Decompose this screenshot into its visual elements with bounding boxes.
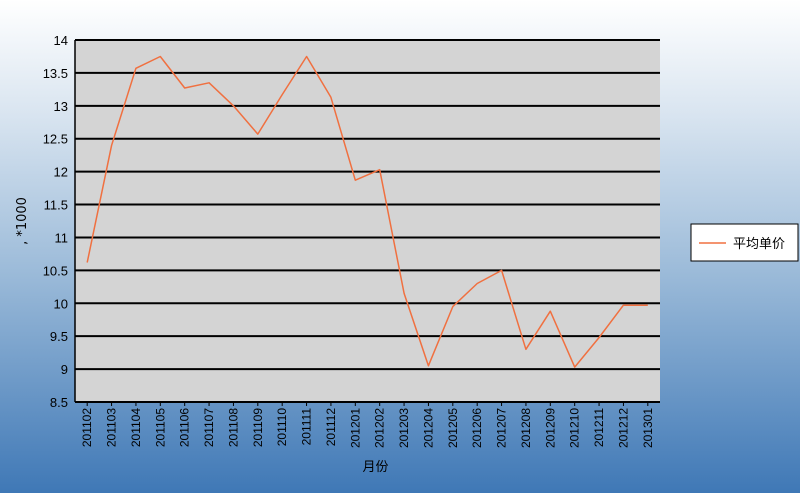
data-point bbox=[134, 67, 137, 70]
data-point bbox=[86, 261, 89, 264]
series-layer bbox=[86, 55, 649, 369]
y-tick-label: 9 bbox=[61, 362, 68, 377]
data-point bbox=[622, 304, 625, 307]
x-tick-label: 201108 bbox=[226, 408, 240, 447]
y-tick-label: 9.5 bbox=[50, 329, 68, 344]
x-tick-label: 201211 bbox=[592, 408, 606, 447]
data-point bbox=[110, 144, 113, 147]
x-tick-label: 201201 bbox=[348, 408, 362, 448]
data-point bbox=[524, 348, 527, 351]
x-tick-label: 201212 bbox=[616, 408, 630, 448]
y-tick-label: 10.5 bbox=[43, 263, 68, 278]
x-tick-label: 201105 bbox=[153, 408, 167, 447]
y-tick-label: 14 bbox=[54, 33, 68, 48]
x-tick-label: 201207 bbox=[495, 408, 509, 448]
x-tick-label: 201104 bbox=[129, 408, 143, 447]
y-axis-ticks: 8.5 9 9.5 10 10.5 11 11.5 12 12.5 13 13.5 14 bbox=[43, 33, 68, 410]
data-point bbox=[256, 133, 259, 136]
x-tick-label: 201208 bbox=[519, 408, 533, 448]
data-point bbox=[208, 81, 211, 84]
data-point bbox=[500, 269, 503, 272]
x-tick-label: 201204 bbox=[421, 408, 435, 448]
x-tick-label: 201103 bbox=[105, 408, 119, 447]
x-tick-label: 201202 bbox=[373, 408, 387, 448]
x-tick-label: 201205 bbox=[446, 408, 460, 448]
x-axis-ticks: 201102 201103 201104 201105 201106 201107 2011… bbox=[80, 402, 655, 448]
data-point bbox=[427, 364, 430, 367]
x-tick-label: 201206 bbox=[470, 408, 484, 448]
x-axis-label: 月份 bbox=[362, 460, 388, 475]
x-tick-label: 201210 bbox=[568, 408, 582, 448]
data-point bbox=[378, 168, 381, 171]
data-point bbox=[598, 336, 601, 339]
x-tick-label: 201110 bbox=[275, 408, 289, 447]
data-point bbox=[549, 310, 552, 313]
x-tick-label: 201109 bbox=[251, 408, 265, 447]
y-tick-label: 13 bbox=[54, 99, 68, 114]
data-point bbox=[159, 55, 162, 58]
y-tick-label: 8.5 bbox=[50, 395, 68, 410]
data-point bbox=[354, 179, 357, 182]
x-tick-label: 201111 bbox=[300, 408, 314, 446]
legend-label: 平均单价 bbox=[733, 237, 785, 252]
data-point bbox=[232, 104, 235, 107]
data-point bbox=[329, 96, 332, 99]
series-line bbox=[86, 55, 648, 368]
y-tick-label: 11 bbox=[55, 230, 69, 245]
y-tick-label: 12.5 bbox=[43, 132, 68, 147]
data-point bbox=[476, 282, 479, 285]
plot-area bbox=[75, 40, 660, 402]
x-tick-label: 201106 bbox=[178, 408, 192, 447]
y-tick-label: 13.5 bbox=[43, 66, 68, 81]
data-point bbox=[305, 55, 308, 58]
y-axis-label: , *1000 bbox=[15, 197, 30, 245]
x-tick-label: 201209 bbox=[543, 408, 557, 448]
x-tick-label: 201203 bbox=[397, 408, 411, 448]
legend: 平均单价 bbox=[690, 223, 799, 262]
y-tick-label: 10 bbox=[54, 296, 68, 311]
y-tick-label: 11.5 bbox=[44, 198, 68, 213]
data-point bbox=[646, 304, 649, 307]
y-tick-label: 12 bbox=[54, 165, 68, 180]
x-tick-label: 201301 bbox=[641, 408, 655, 448]
data-point bbox=[281, 93, 284, 96]
x-tick-label: 201107 bbox=[202, 408, 216, 447]
x-tick-label: 201102 bbox=[80, 408, 94, 447]
x-tick-label: 201112 bbox=[324, 408, 338, 447]
data-point bbox=[451, 305, 454, 308]
data-point bbox=[573, 366, 576, 369]
data-point bbox=[183, 87, 186, 90]
data-point bbox=[403, 292, 406, 295]
